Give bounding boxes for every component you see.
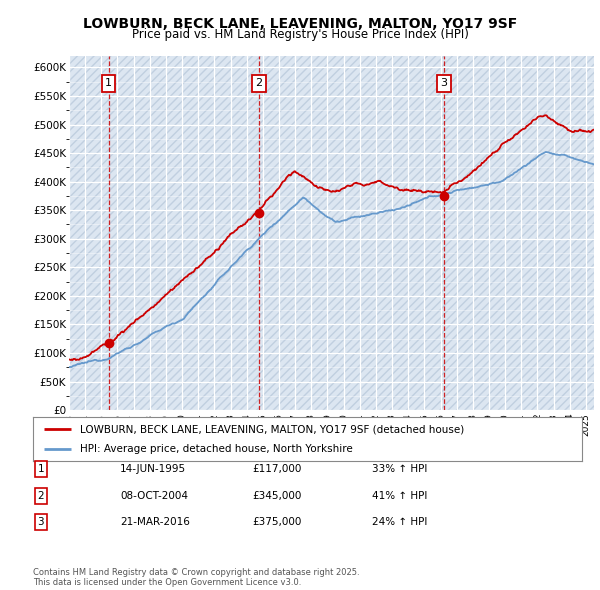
Text: £117,000: £117,000 [252, 464, 301, 474]
Text: 14-JUN-1995: 14-JUN-1995 [120, 464, 186, 474]
Text: 2: 2 [256, 78, 263, 88]
Text: £345,000: £345,000 [252, 491, 301, 500]
Text: 41% ↑ HPI: 41% ↑ HPI [372, 491, 427, 500]
Text: 24% ↑ HPI: 24% ↑ HPI [372, 517, 427, 527]
Text: 21-MAR-2016: 21-MAR-2016 [120, 517, 190, 527]
Text: 33% ↑ HPI: 33% ↑ HPI [372, 464, 427, 474]
Text: LOWBURN, BECK LANE, LEAVENING, MALTON, YO17 9SF: LOWBURN, BECK LANE, LEAVENING, MALTON, Y… [83, 17, 517, 31]
Text: 1: 1 [37, 464, 44, 474]
Text: Contains HM Land Registry data © Crown copyright and database right 2025.
This d: Contains HM Land Registry data © Crown c… [33, 568, 359, 587]
Text: 08-OCT-2004: 08-OCT-2004 [120, 491, 188, 500]
Text: 3: 3 [440, 78, 448, 88]
Text: LOWBURN, BECK LANE, LEAVENING, MALTON, YO17 9SF (detached house): LOWBURN, BECK LANE, LEAVENING, MALTON, Y… [80, 424, 464, 434]
Text: 3: 3 [37, 517, 44, 527]
Text: HPI: Average price, detached house, North Yorkshire: HPI: Average price, detached house, Nort… [80, 444, 352, 454]
Text: 2: 2 [37, 491, 44, 500]
Text: 1: 1 [105, 78, 112, 88]
Text: £375,000: £375,000 [252, 517, 301, 527]
Text: Price paid vs. HM Land Registry's House Price Index (HPI): Price paid vs. HM Land Registry's House … [131, 28, 469, 41]
